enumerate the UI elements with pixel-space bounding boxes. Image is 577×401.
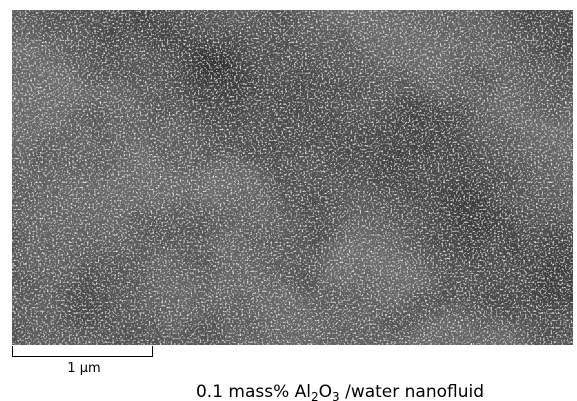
caption-text: /water nanofluid	[340, 382, 484, 401]
scale-bar-label: 1 μm	[67, 361, 100, 376]
sem-image	[12, 10, 573, 345]
caption: 0.1 mass% Al2O3 /water nanofluid	[196, 382, 484, 401]
scale-bar: 1 μm	[12, 346, 153, 376]
caption-subscript: 2	[311, 390, 319, 401]
caption-text: O	[319, 382, 332, 401]
caption-subscript: 3	[332, 390, 340, 401]
caption-text: 0.1 mass% Al	[196, 382, 311, 401]
